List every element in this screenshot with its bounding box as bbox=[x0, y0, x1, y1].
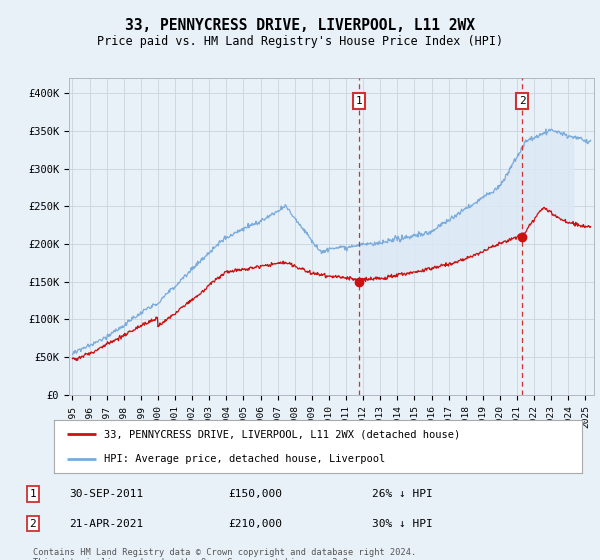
Text: Price paid vs. HM Land Registry's House Price Index (HPI): Price paid vs. HM Land Registry's House … bbox=[97, 35, 503, 49]
Text: Contains HM Land Registry data © Crown copyright and database right 2024.
This d: Contains HM Land Registry data © Crown c… bbox=[33, 548, 416, 560]
Text: 1: 1 bbox=[355, 96, 362, 106]
Text: £210,000: £210,000 bbox=[228, 519, 282, 529]
Text: 21-APR-2021: 21-APR-2021 bbox=[69, 519, 143, 529]
Text: HPI: Average price, detached house, Liverpool: HPI: Average price, detached house, Live… bbox=[104, 454, 385, 464]
Text: 26% ↓ HPI: 26% ↓ HPI bbox=[372, 489, 433, 499]
Text: 2: 2 bbox=[29, 519, 37, 529]
Text: 33, PENNYCRESS DRIVE, LIVERPOOL, L11 2WX: 33, PENNYCRESS DRIVE, LIVERPOOL, L11 2WX bbox=[125, 18, 475, 32]
Text: 30% ↓ HPI: 30% ↓ HPI bbox=[372, 519, 433, 529]
Text: 1: 1 bbox=[29, 489, 37, 499]
Text: 30-SEP-2011: 30-SEP-2011 bbox=[69, 489, 143, 499]
Text: 2: 2 bbox=[519, 96, 526, 106]
Text: 33, PENNYCRESS DRIVE, LIVERPOOL, L11 2WX (detached house): 33, PENNYCRESS DRIVE, LIVERPOOL, L11 2WX… bbox=[104, 430, 460, 440]
Text: £150,000: £150,000 bbox=[228, 489, 282, 499]
